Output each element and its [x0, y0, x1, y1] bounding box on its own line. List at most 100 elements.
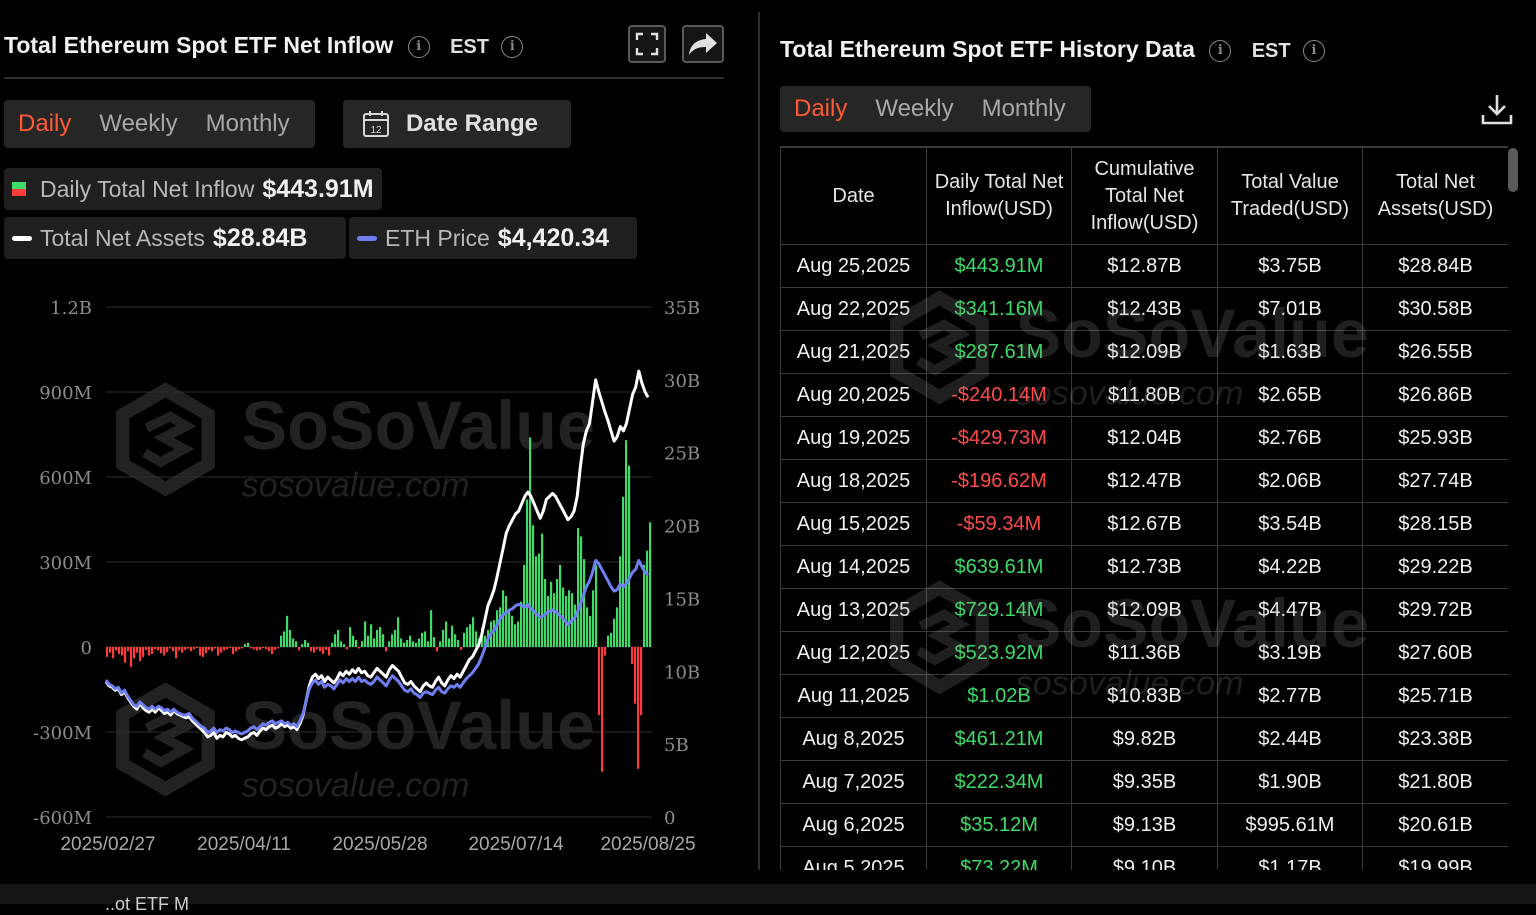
inflow-bar[interactable]: [208, 647, 211, 650]
col-cumulative-inflow[interactable]: Cumulative Total Net Inflow(USD): [1071, 148, 1218, 245]
inflow-bar[interactable]: [154, 647, 157, 650]
table-row[interactable]: Aug 11,2025 $1.02B $10.83B $2.77B $25.71B: [780, 674, 1508, 718]
inflow-bar[interactable]: [118, 647, 121, 655]
history-tab-monthly[interactable]: Monthly: [981, 95, 1066, 122]
inflow-bar[interactable]: [346, 647, 349, 650]
inflow-bar[interactable]: [415, 642, 418, 647]
inflow-bar[interactable]: [511, 615, 514, 647]
inflow-bar[interactable]: [136, 647, 139, 653]
fullscreen-button[interactable]: [628, 25, 666, 63]
inflow-bar[interactable]: [253, 647, 256, 650]
inflow-bar[interactable]: [454, 634, 457, 647]
tab-monthly[interactable]: Monthly: [205, 110, 290, 137]
inflow-bar[interactable]: [229, 647, 232, 648]
table-row[interactable]: Aug 14,2025 $639.61M $12.73B $4.22B $29.22B: [780, 545, 1508, 589]
inflow-bar[interactable]: [265, 647, 268, 650]
inflow-bar[interactable]: [130, 647, 133, 667]
table-row[interactable]: Aug 18,2025 -$196.62M $12.47B $2.06B $27.74B: [780, 459, 1508, 503]
net-assets-line[interactable]: [104, 369, 650, 742]
inflow-bar[interactable]: [499, 607, 502, 647]
inflow-bar[interactable]: [532, 525, 535, 647]
inflow-bar[interactable]: [214, 647, 217, 649]
inflow-bar[interactable]: [640, 647, 643, 715]
inflow-bar[interactable]: [220, 647, 223, 653]
inflow-bar[interactable]: [148, 647, 151, 656]
inflow-bar[interactable]: [385, 647, 388, 652]
inflow-bar[interactable]: [430, 610, 433, 647]
table-row[interactable]: Aug 20,2025 -$240.14M $11.80B $2.65B $26.86B: [780, 373, 1508, 417]
inflow-bar[interactable]: [340, 641, 343, 647]
inflow-bar[interactable]: [388, 641, 391, 647]
inflow-bar[interactable]: [319, 647, 322, 652]
inflow-bar[interactable]: [157, 647, 160, 651]
inflow-bar[interactable]: [463, 632, 466, 647]
inflow-bar[interactable]: [598, 647, 601, 715]
share-button[interactable]: [682, 25, 724, 63]
table-row[interactable]: Aug 12,2025 $523.92M $11.36B $3.19B $27.60B: [780, 631, 1508, 675]
inflow-bar[interactable]: [292, 638, 295, 648]
inflow-bar[interactable]: [364, 621, 367, 648]
table-scrollbar-thumb[interactable]: [1508, 148, 1518, 192]
inflow-bar[interactable]: [646, 550, 649, 647]
history-tab-daily[interactable]: Daily: [794, 95, 848, 122]
inflow-bar[interactable]: [403, 642, 406, 647]
inflow-bar[interactable]: [313, 647, 316, 653]
inflow-bar[interactable]: [358, 647, 361, 649]
inflow-bar[interactable]: [649, 522, 652, 647]
inflow-bar[interactable]: [178, 647, 181, 651]
inflow-bar[interactable]: [559, 564, 562, 647]
inflow-bar[interactable]: [367, 635, 370, 647]
inflow-bar[interactable]: [262, 647, 265, 649]
inflow-bar[interactable]: [334, 634, 337, 647]
inflow-bar[interactable]: [274, 647, 277, 650]
inflow-bar[interactable]: [322, 647, 325, 655]
inflow-bar[interactable]: [553, 593, 556, 647]
inflow-bar[interactable]: [196, 647, 199, 648]
info-icon[interactable]: i: [407, 35, 430, 58]
inflow-bar[interactable]: [514, 624, 517, 647]
inflow-bar[interactable]: [124, 647, 127, 663]
inflow-bar[interactable]: [610, 632, 613, 647]
inflow-bar[interactable]: [370, 624, 373, 647]
col-total-net-assets[interactable]: Total Net Assets(USD): [1362, 148, 1508, 245]
table-row[interactable]: Aug 8,2025 $461.21M $9.82B $2.44B $23.38B: [780, 717, 1508, 761]
inflow-bar[interactable]: [517, 621, 520, 648]
inflow-bar[interactable]: [217, 647, 220, 656]
inflow-bar[interactable]: [325, 647, 328, 650]
inflow-bar[interactable]: [406, 639, 409, 647]
inflow-bar[interactable]: [115, 647, 118, 651]
inflow-bar[interactable]: [535, 556, 538, 647]
table-row[interactable]: Aug 22,2025 $341.16M $12.43B $7.01B $30.58B: [780, 287, 1508, 331]
inflow-bar[interactable]: [316, 647, 319, 650]
inflow-bar[interactable]: [421, 632, 424, 647]
inflow-bar[interactable]: [448, 638, 451, 648]
inflow-bar[interactable]: [400, 638, 403, 648]
inflow-bar[interactable]: [373, 638, 376, 648]
inflow-bar[interactable]: [616, 607, 619, 647]
table-row[interactable]: Aug 5,2025 $73.22M $9.10B $1.17B $19.99B: [780, 846, 1508, 870]
inflow-bar[interactable]: [133, 647, 136, 659]
inflow-bar[interactable]: [595, 564, 598, 647]
inflow-bar[interactable]: [496, 610, 499, 647]
inflow-bar[interactable]: [607, 635, 610, 647]
inflow-bar[interactable]: [574, 604, 577, 648]
table-row[interactable]: Aug 25,2025 $443.91M $12.87B $3.75B $28.84B: [780, 244, 1508, 288]
inflow-bar[interactable]: [583, 559, 586, 647]
inflow-bar[interactable]: [541, 533, 544, 647]
inflow-bar[interactable]: [169, 647, 172, 649]
inflow-bar[interactable]: [142, 647, 145, 657]
inflow-bar[interactable]: [202, 647, 205, 657]
col-daily-inflow[interactable]: Daily Total Net Inflow(USD): [926, 148, 1072, 245]
inflow-bar[interactable]: [145, 647, 148, 650]
inflow-bar[interactable]: [280, 635, 283, 647]
inflow-bar[interactable]: [547, 596, 550, 647]
inflow-bar[interactable]: [634, 647, 637, 704]
inflow-bar[interactable]: [187, 647, 190, 649]
inflow-bar[interactable]: [394, 630, 397, 647]
inflow-bar[interactable]: [409, 635, 412, 647]
inflow-bar[interactable]: [277, 647, 280, 649]
inflow-bar[interactable]: [361, 641, 364, 647]
inflow-bar[interactable]: [238, 647, 241, 650]
inflow-bar[interactable]: [469, 624, 472, 647]
inflow-bar[interactable]: [244, 644, 247, 647]
